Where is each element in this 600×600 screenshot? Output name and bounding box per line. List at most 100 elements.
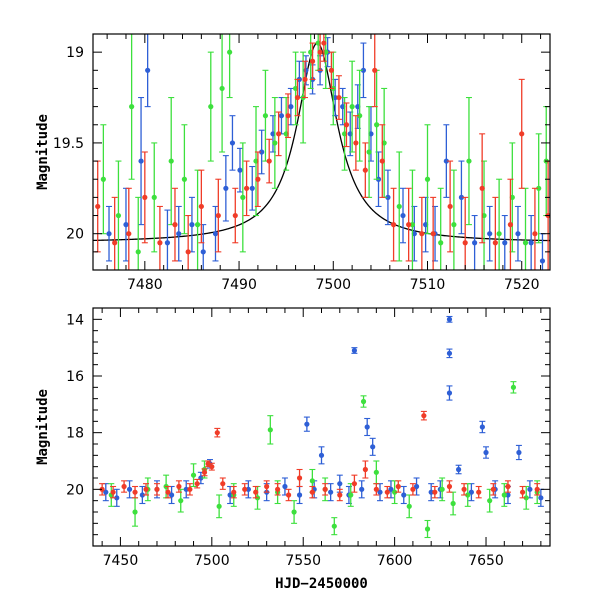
- data-point: [114, 495, 120, 501]
- data-point: [479, 424, 485, 430]
- data-point: [189, 222, 195, 228]
- data-point: [266, 158, 272, 164]
- data-point: [157, 240, 163, 246]
- data-point: [413, 483, 420, 490]
- data-point: [259, 149, 265, 155]
- data-point: [527, 486, 533, 492]
- data-point: [390, 222, 397, 228]
- data-point: [229, 140, 236, 146]
- data-point: [451, 222, 457, 228]
- plot-area: [99, 315, 544, 539]
- y-tick-label: 20: [66, 482, 84, 498]
- data-point: [129, 104, 135, 110]
- data-point: [492, 240, 498, 246]
- data-point: [110, 489, 116, 495]
- data-point: [519, 131, 525, 137]
- data-point: [532, 231, 538, 237]
- data-point: [446, 390, 453, 396]
- data-point: [249, 185, 255, 191]
- data-point: [103, 489, 109, 495]
- data-point: [123, 222, 129, 228]
- data-point: [528, 240, 534, 246]
- top-panel: 7480 7490 7500 7510 7520 19 19.5 20 Magnitude: [35, 33, 551, 293]
- data-point: [373, 486, 379, 492]
- data-point: [264, 483, 270, 490]
- data-point: [396, 203, 402, 210]
- data-point: [135, 249, 141, 255]
- y-tick-label: 16: [66, 369, 84, 385]
- data-point: [522, 240, 529, 246]
- data-point: [401, 492, 407, 498]
- data-point: [479, 185, 485, 191]
- data-point: [450, 500, 456, 507]
- data-point: [321, 40, 327, 46]
- data-point: [165, 489, 171, 495]
- data-point: [502, 240, 508, 246]
- x-tick-label: 7500: [315, 277, 351, 293]
- data-point: [237, 167, 243, 173]
- data-point: [328, 489, 334, 495]
- data-point: [227, 49, 233, 55]
- data-point: [201, 469, 208, 475]
- data-point: [190, 472, 197, 478]
- data-point: [309, 58, 316, 64]
- data-point: [214, 430, 220, 436]
- data-point: [357, 113, 363, 119]
- data-point: [456, 466, 462, 473]
- model-curve: [93, 42, 550, 242]
- x-tick-label: 7550: [285, 553, 321, 569]
- data-point: [336, 94, 342, 101]
- data-point: [194, 481, 200, 487]
- x-axis-title: HJD−2450000: [275, 576, 368, 592]
- y-tick-label: 19.5: [53, 136, 84, 152]
- y-axis-title: Magnitude: [35, 389, 51, 465]
- data-point: [359, 486, 365, 492]
- data-point: [487, 231, 493, 237]
- data-point: [267, 427, 273, 433]
- data-point: [360, 67, 367, 73]
- data-point: [348, 492, 354, 498]
- data-point: [220, 481, 226, 487]
- data-point: [534, 486, 540, 492]
- x-tick-label: 7600: [377, 553, 413, 569]
- data-point: [143, 486, 149, 492]
- data-point: [362, 167, 368, 173]
- data-point: [285, 113, 291, 119]
- data-point: [328, 67, 334, 73]
- data-point: [410, 486, 416, 492]
- data-point: [151, 194, 157, 200]
- data-point: [176, 483, 182, 490]
- data-point: [472, 240, 478, 246]
- x-tick-label: 7650: [468, 553, 504, 569]
- data-point: [373, 469, 379, 475]
- data-point: [331, 523, 337, 529]
- data-point: [255, 176, 261, 182]
- data-point: [138, 158, 144, 164]
- data-point: [438, 240, 444, 246]
- data-point: [428, 489, 434, 495]
- data-point: [496, 231, 502, 237]
- data-point: [172, 222, 178, 228]
- data-point: [296, 475, 303, 481]
- data-point: [272, 140, 278, 146]
- data-point: [187, 486, 193, 492]
- data-point: [231, 489, 237, 495]
- data-point: [366, 149, 372, 155]
- data-point: [364, 424, 370, 430]
- data-point: [209, 464, 215, 470]
- x-tick-label: 7480: [127, 277, 163, 293]
- data-point: [458, 194, 465, 200]
- data-point: [430, 231, 436, 237]
- data-point: [446, 350, 453, 356]
- x-tick-label: 7510: [410, 277, 446, 293]
- data-point: [465, 492, 471, 498]
- data-point: [285, 492, 292, 498]
- data-point: [139, 492, 145, 498]
- data-point: [106, 231, 112, 237]
- y-axis-title: Magnitude: [35, 114, 51, 190]
- data-point: [516, 449, 522, 456]
- data-point: [337, 481, 343, 487]
- data-point: [379, 158, 385, 164]
- data-point: [446, 483, 453, 490]
- y-tick-label: 20: [66, 227, 84, 243]
